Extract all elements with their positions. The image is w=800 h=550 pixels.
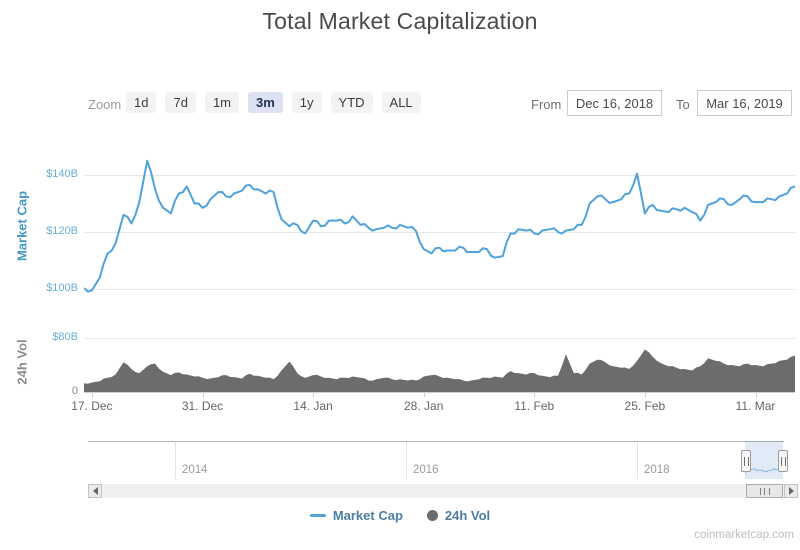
x-axis-tick (644, 392, 646, 397)
zoom-button-ALL[interactable]: ALL (381, 92, 421, 113)
zoom-button-1y[interactable]: 1y (291, 92, 322, 113)
zoom-button-3m[interactable]: 3m (248, 92, 283, 113)
x-axis-tick (313, 392, 315, 397)
page-title: Total Market Capitalization (262, 8, 538, 34)
legend: Market Cap 24h Vol (0, 508, 800, 523)
zoom-button-YTD[interactable]: YTD (330, 92, 373, 113)
navigator-series-line (745, 466, 783, 474)
navigator-gridline (406, 442, 407, 479)
circle-symbol-icon (426, 510, 438, 521)
x-axis-tick (755, 392, 757, 397)
x-axis-tick (534, 392, 536, 397)
zoom-button-7d[interactable]: 7d (165, 92, 196, 113)
x-axis-tick (202, 392, 204, 397)
volume-axis-title: 24h Vol (14, 339, 30, 385)
from-label: From (531, 97, 562, 112)
x-axis-label: 25. Feb (624, 399, 666, 413)
gridline-vol (84, 338, 795, 339)
volume-series-area (84, 349, 795, 392)
gridline-main (84, 289, 795, 290)
x-axis-label: 17. Dec (71, 399, 113, 413)
market-cap-plot-area[interactable] (84, 140, 795, 305)
scrollbar-left-arrow-icon[interactable] (88, 484, 102, 498)
navigator-outline (88, 441, 784, 442)
zoom-label: Zoom (88, 97, 122, 112)
volume-plot-area[interactable] (84, 336, 795, 393)
to-date-input[interactable] (697, 90, 792, 116)
watermark-credit: coinmarketcap.com (694, 529, 794, 541)
x-axis-label: 11. Mar (735, 399, 776, 413)
navigator-year-label: 2014 (182, 464, 208, 476)
zoom-button-1d[interactable]: 1d (126, 92, 157, 113)
x-axis-label: 31. Dec (181, 399, 224, 413)
x-axis-line (84, 392, 795, 393)
to-label: To (676, 97, 690, 112)
zoom-buttons: 1d 7d 1m 3m 1y YTD ALL (126, 92, 421, 113)
y-axis-label: $120B (46, 225, 78, 237)
x-axis-tick (91, 392, 93, 397)
legend-item-market-cap[interactable]: Market Cap (309, 508, 403, 523)
x-axis-tick (423, 392, 425, 397)
navigator-year-label: 2016 (413, 464, 439, 476)
gridline-main (84, 175, 795, 176)
navigator-mini-series (745, 466, 783, 474)
x-axis-label: 11. Feb (514, 399, 555, 413)
navigator-year-label: 2018 (644, 464, 670, 476)
market-cap-series-line (84, 159, 795, 293)
navigator-right-handle-icon[interactable] (778, 450, 788, 472)
scrollbar-thumb[interactable] (746, 484, 783, 498)
legend-label: Market Cap (332, 508, 403, 523)
navigator-gridline (175, 442, 176, 479)
legend-item-24h-vol[interactable]: 24h Vol (426, 508, 491, 523)
scrollbar-track[interactable] (88, 484, 798, 498)
y-axis-label: $100B (46, 282, 78, 294)
scrollbar-right-arrow-icon[interactable] (784, 484, 798, 498)
y-axis-label: $140B (46, 168, 78, 180)
line-symbol-icon (309, 514, 326, 517)
x-axis-label: 28. Jan (404, 399, 444, 413)
zoom-button-1m[interactable]: 1m (204, 92, 239, 113)
y-axis-label: $80B (52, 331, 78, 343)
from-date-input[interactable] (567, 90, 662, 116)
navigator-left-handle-icon[interactable] (741, 450, 751, 472)
legend-label: 24h Vol (444, 508, 491, 523)
y-axis-label: 0 (71, 385, 78, 397)
gridline-main (84, 232, 795, 233)
x-axis-label: 14. Jan (293, 399, 333, 413)
navigator-selected-range[interactable] (745, 441, 783, 479)
navigator-gridline (637, 442, 638, 479)
